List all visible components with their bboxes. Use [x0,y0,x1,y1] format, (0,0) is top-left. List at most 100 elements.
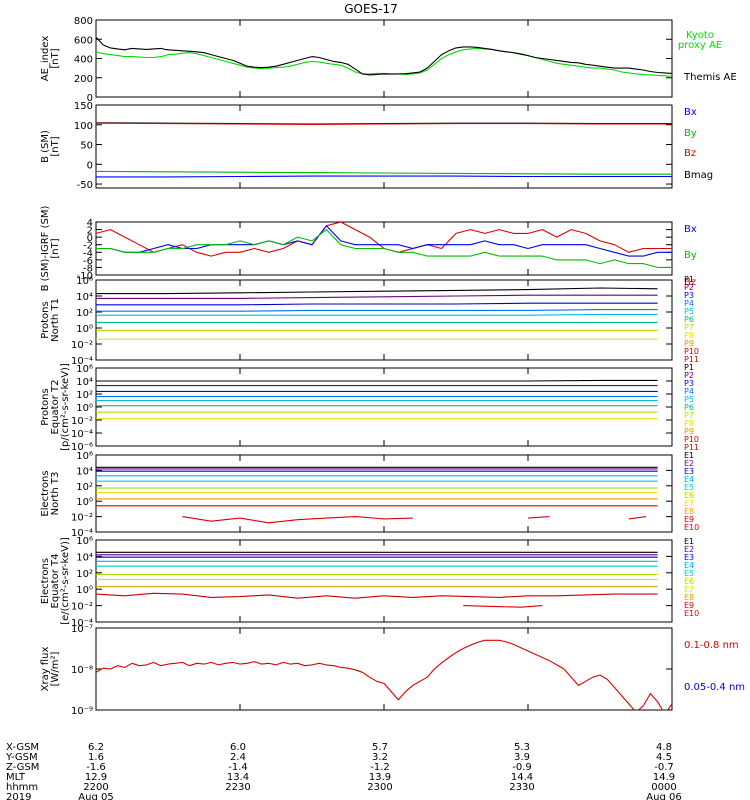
y-tick-label: 10² [76,569,93,580]
legend-label: P6 [684,403,694,412]
y-tick-label: 10⁴ [76,466,93,477]
x-axis-value: 2300 [367,782,392,793]
y-axis-label: [W/m²] [50,651,61,686]
y-tick-label: 10⁻⁴ [71,429,93,440]
series-line-e10 [628,516,647,520]
legend-label: P7 [684,323,694,332]
y-axis-label: [e/(cm²-s-sr-keV)] [60,537,71,625]
y-axis-label: Protons [40,388,51,425]
legend-label: P5 [684,395,694,404]
y-tick-label: 10⁻² [71,513,93,524]
series-group [96,466,658,524]
x-axis-row-label: Y-GSM [5,752,38,763]
series-line-by [96,170,672,175]
x-axis-value: 5.3 [514,742,530,753]
series-line-p1 [96,287,658,295]
legend-label: E3 [684,467,694,476]
y-tick-label: 600 [74,35,93,46]
series-group [96,222,672,268]
x-axis-table: X-GSM 6.2 6.0 5.7 5.3 4.8 Y-GSM 1.6 2.4 3.2 3.9 4.5… [5,742,682,800]
x-axis-value: 2330 [509,782,534,793]
plot-title: GOES-17 [344,2,398,16]
series-group [96,287,658,340]
legend-label: P3 [684,291,694,300]
x-axis-value: 2200 [83,782,108,793]
y-tick-label: 10⁻² [71,602,93,613]
series-group [96,36,672,77]
legend-label: E6 [684,491,694,500]
y-axis-label: Equator T4 [50,554,61,609]
legend-label: P5 [684,307,694,316]
y-axis-label: [nT] [50,238,61,258]
legend-label: E1 [684,451,694,460]
y-tick-label: 150 [74,101,93,112]
y-tick-label: 10⁴ [76,292,93,303]
x-axis-value: 13.4 [227,772,249,783]
y-tick-label: 10⁰ [76,585,93,596]
y-tick-label: 10⁶ [76,451,93,462]
legend-label: E4 [684,475,694,484]
legend-label: E7 [684,499,694,508]
x-axis-value: 14.4 [511,772,533,783]
x-axis-value: 4.8 [656,742,672,753]
series-line-p3 [96,302,658,306]
x-axis-value: -1.6 [86,762,106,773]
x-axis-value: 14.9 [653,772,675,783]
y-axis-label: Protons [40,301,51,338]
y-tick-label: 800 [74,16,93,27]
y-tick-label: 10⁶ [76,364,93,375]
legend-label: P6 [684,315,694,324]
legend-label: P9 [684,427,694,436]
legend-label: By [684,128,697,139]
panel-ee: 10⁻⁴ 10⁻² 10⁰ 10² 10⁴ 10⁶ Electrons Equator T4[… [40,536,699,629]
legend-label: P2 [684,283,694,292]
x-axis-value: 13.9 [369,772,391,783]
y-tick-label: 10⁻⁷ [71,624,93,635]
x-axis-value: 2.4 [230,752,246,763]
legend-label: Bz [684,148,696,159]
x-axis-value: Aug 05 [78,792,113,800]
series-line-bx [96,225,672,257]
y-tick-label: -50 [77,180,93,191]
x-axis-value: -1.2 [370,762,390,773]
x-axis-row-label: hhmm [6,782,38,793]
legend-label: E10 [684,523,699,532]
y-axis-label: Xray flux [40,647,51,692]
x-axis-value: 5.7 [372,742,388,753]
series-line-e10 [182,516,413,524]
legend-label: P10 [684,347,699,356]
y-axis-label: Equator T2 [50,380,61,435]
y-tick-label: 10⁶ [76,276,93,287]
y-axis-label: North T1 [50,298,61,342]
legend-label: Bx [684,107,697,118]
y-tick-label: 10⁴ [76,377,93,388]
legend-label: E3 [684,553,694,562]
x-axis-value: 2230 [225,782,250,793]
legend-label: E2 [684,545,694,554]
y-tick-label: 4 [87,218,93,229]
legend-label: Kyoto [686,30,714,41]
y-tick-label: 0 [87,233,93,244]
y-axis-label: B (SM)-IGRF (SM) [40,206,51,292]
panel-frame [95,19,673,98]
y-tick-label: 10⁻⁴ [71,528,93,539]
y-tick-label: -10 [77,271,93,282]
y-axis-label: AE_index [40,36,51,82]
legend-label: P10 [684,435,699,444]
x-axis-value: 3.2 [372,752,388,763]
y-tick-label: 10⁶ [76,536,93,547]
y-tick-label: -2 [83,241,93,252]
y-tick-label: 10⁻⁹ [71,706,93,717]
x-axis-value: -0.7 [654,762,674,773]
legend-label: E4 [684,561,694,570]
series-line-p4 [96,309,658,312]
legend-label: By [684,250,697,261]
y-tick-label: -4 [83,248,93,259]
y-tick-label: 10² [76,390,93,401]
legend-label: Themis AE [683,72,737,83]
y-tick-label: 10⁻⁴ [71,356,93,367]
